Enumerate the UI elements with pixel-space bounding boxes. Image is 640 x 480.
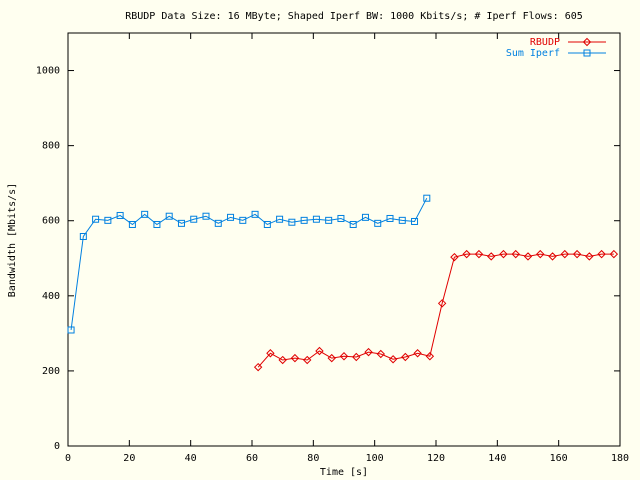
point-marker — [474, 249, 484, 259]
point-marker — [312, 215, 320, 223]
point-marker — [548, 252, 557, 261]
point-marker — [388, 355, 398, 364]
point-marker — [337, 214, 345, 222]
point-marker — [511, 249, 520, 259]
point-marker — [276, 215, 284, 223]
y-axis-label: Bandwidth [Mbits/s] — [7, 183, 18, 297]
point-marker — [315, 346, 324, 356]
x-tick-label: 0 — [65, 453, 71, 464]
x-tick-label: 40 — [185, 453, 197, 464]
point-marker — [263, 220, 271, 228]
point-marker — [302, 355, 312, 365]
x-tick-label: 20 — [123, 453, 135, 464]
plot-frame — [67, 32, 621, 447]
point-marker — [450, 252, 459, 262]
point-marker — [253, 362, 263, 372]
point-marker — [536, 249, 545, 259]
point-marker — [425, 352, 435, 361]
point-marker — [499, 249, 508, 259]
x-tick-label: 80 — [307, 453, 319, 464]
y-tick-label: 200 — [42, 366, 60, 377]
point-marker — [413, 349, 422, 358]
y-tick-label: 0 — [54, 441, 60, 452]
point-marker — [116, 211, 124, 219]
point-marker — [278, 355, 287, 365]
point-marker — [339, 352, 349, 361]
x-tick-label: 140 — [488, 453, 506, 464]
point-marker — [239, 216, 247, 224]
series-line — [70, 197, 428, 331]
point-marker — [266, 349, 275, 358]
point-marker — [153, 220, 161, 228]
point-marker — [523, 252, 533, 261]
x-axis-label: Time [s] — [320, 467, 368, 478]
point-marker — [398, 216, 406, 224]
point-marker — [190, 215, 198, 223]
legend-label: Sum Iperf — [506, 48, 560, 59]
legend-label: RBUDP — [530, 37, 560, 48]
point-marker — [572, 249, 582, 259]
point-marker — [376, 349, 386, 359]
point-marker — [361, 213, 369, 221]
y-tick-label: 1000 — [36, 66, 60, 77]
y-tick-label: 400 — [42, 291, 60, 302]
point-marker — [165, 212, 173, 220]
y-tick-label: 800 — [42, 141, 60, 152]
point-marker — [141, 210, 149, 218]
point-marker — [423, 194, 431, 202]
point-marker — [288, 218, 296, 226]
series-line — [257, 253, 614, 368]
point-marker — [462, 249, 471, 259]
point-marker — [486, 252, 496, 261]
point-marker — [583, 49, 591, 57]
point-marker — [609, 249, 619, 259]
point-marker — [352, 352, 361, 362]
y-tick-label: 600 — [42, 216, 60, 227]
point-marker — [325, 216, 333, 224]
chart-title: RBUDP Data Size: 16 MByte; Shaped Iperf … — [125, 11, 583, 22]
point-marker — [349, 220, 357, 228]
x-tick-label: 100 — [366, 453, 384, 464]
point-marker — [104, 216, 112, 224]
point-marker — [597, 249, 606, 259]
point-marker — [364, 347, 373, 357]
point-marker — [585, 252, 594, 261]
point-marker — [79, 232, 87, 240]
point-marker — [437, 299, 447, 308]
point-marker — [290, 353, 300, 363]
point-marker — [67, 326, 75, 334]
point-marker — [401, 352, 410, 362]
point-marker — [202, 212, 210, 220]
x-tick-label: 120 — [427, 453, 445, 464]
point-marker — [560, 249, 570, 259]
point-marker — [327, 353, 336, 363]
point-marker — [300, 216, 308, 224]
point-marker — [386, 214, 394, 222]
point-marker — [411, 217, 419, 225]
point-marker — [251, 210, 259, 218]
point-marker — [92, 215, 100, 223]
point-marker — [214, 219, 222, 227]
point-marker — [582, 37, 592, 47]
x-tick-label: 160 — [550, 453, 568, 464]
point-marker — [374, 219, 382, 227]
x-tick-label: 180 — [611, 453, 629, 464]
point-marker — [227, 213, 235, 221]
point-marker — [128, 220, 136, 228]
point-marker — [177, 219, 185, 227]
x-tick-label: 60 — [246, 453, 258, 464]
